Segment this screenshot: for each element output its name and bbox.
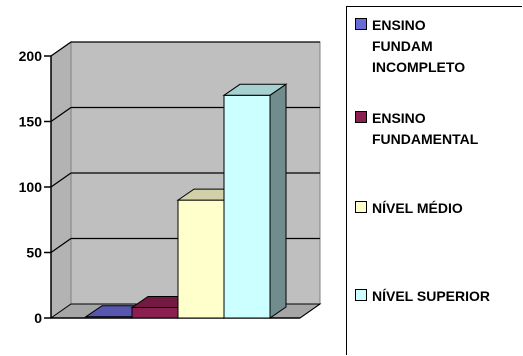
legend-swatch — [355, 201, 367, 213]
legend-item-nivel-superior: NÍVEL SUPERIOR — [355, 286, 490, 307]
bar-front — [177, 199, 225, 319]
legend-label: NÍVEL MÉDIO — [372, 200, 463, 216]
legend: ENSINO FUNDAM INCOMPLETO ENSINO FUNDAMEN… — [346, 6, 522, 355]
legend-swatch — [355, 289, 367, 301]
bar-chart: 0 50 100 150 200 — [19, 41, 322, 326]
gridline-side — [50, 41, 72, 57]
y-tick-label: 100 — [19, 179, 43, 195]
bar-side — [269, 83, 287, 319]
legend-swatch — [355, 18, 367, 30]
legend-item-ensino-fundamental: ENSINO FUNDAMENTAL — [355, 108, 478, 150]
legend-item-nivel-medio: NÍVEL MÉDIO — [355, 198, 463, 219]
y-tick-label: 200 — [19, 48, 43, 64]
bar — [222, 83, 288, 319]
legend-item-ensino-fundam-incompleto: ENSINO FUNDAM INCOMPLETO — [355, 15, 465, 78]
bar-front — [223, 94, 271, 319]
bar-front — [131, 307, 179, 319]
legend-label: NÍVEL SUPERIOR — [372, 288, 490, 304]
gridline-side — [50, 106, 72, 123]
gridline-side — [50, 172, 72, 188]
legend-label: ENSINO FUNDAM INCOMPLETO — [372, 17, 466, 75]
y-tick-label: 150 — [19, 114, 43, 130]
gridline-side — [50, 237, 72, 254]
y-tick-label: 0 — [34, 310, 42, 326]
y-tick-label: 50 — [26, 245, 42, 261]
bars — [84, 83, 288, 319]
floor-edge — [299, 303, 321, 319]
legend-label: ENSINO FUNDAMENTAL — [372, 110, 479, 147]
y-axis: 0 50 100 150 200 — [19, 48, 321, 326]
legend-swatch — [355, 111, 367, 123]
